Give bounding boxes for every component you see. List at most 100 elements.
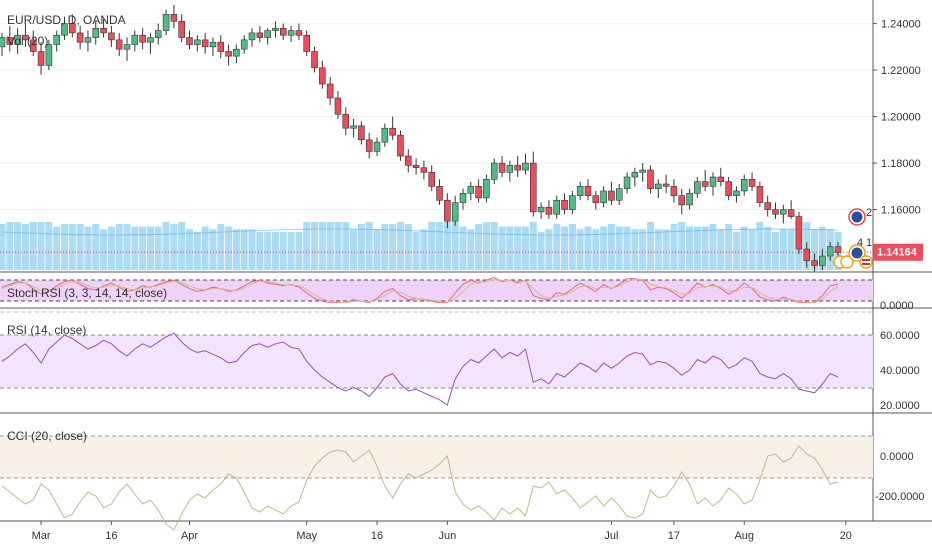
volume-bar xyxy=(818,226,826,270)
volume-bar xyxy=(537,231,545,270)
candle-body xyxy=(201,39,209,48)
candle-down xyxy=(217,35,225,59)
candle-up xyxy=(537,202,545,219)
candle-down xyxy=(29,30,37,57)
candle-body xyxy=(154,30,162,38)
volume-bar xyxy=(178,222,186,270)
candle-body xyxy=(264,30,271,38)
candle-body xyxy=(194,39,201,45)
candle-body xyxy=(592,195,600,203)
volume-bar xyxy=(68,224,76,270)
time-tick-label: Aug xyxy=(734,530,754,542)
candle-down xyxy=(280,23,287,40)
event-marker[interactable]: 4 1 xyxy=(833,237,873,269)
candle-up xyxy=(0,32,6,57)
stoch-rsi-title: Stoch RSI (3, 3, 14, 14, close) xyxy=(7,286,167,300)
candle-down xyxy=(186,30,193,50)
candle-body xyxy=(756,186,764,203)
volume-bar xyxy=(146,226,154,270)
volume-bar xyxy=(29,222,37,270)
price-tick-label: 1.18000 xyxy=(881,158,921,170)
candle-body xyxy=(826,246,834,257)
candle-body xyxy=(639,169,646,173)
volume-bar xyxy=(162,222,170,270)
candle-down xyxy=(608,181,615,205)
volume-bar xyxy=(568,224,576,270)
candle-down xyxy=(178,14,185,43)
flag-us-icon[interactable] xyxy=(859,255,873,269)
event-marker[interactable]: 2 xyxy=(848,207,872,226)
volume-bar xyxy=(482,222,490,270)
candle-up xyxy=(569,190,576,215)
candle-up xyxy=(623,172,631,194)
volume-bar xyxy=(584,226,592,270)
stoch-rsi-pane[interactable] xyxy=(0,276,873,304)
cci-pane[interactable] xyxy=(0,435,873,531)
volume-label: Vol (20) xyxy=(7,34,48,48)
candle-body xyxy=(397,134,404,157)
volume-bar xyxy=(123,224,131,270)
candle-body xyxy=(444,199,451,222)
candle-up xyxy=(490,158,498,184)
candle-down xyxy=(764,195,771,217)
candle-up xyxy=(826,242,834,261)
candle-down xyxy=(530,151,537,217)
volume-bar xyxy=(357,224,365,270)
candle-down xyxy=(725,177,732,201)
candle-down xyxy=(772,202,779,219)
candle-down xyxy=(647,165,654,194)
time-tick-label: 16 xyxy=(371,530,383,542)
volume-bar xyxy=(662,229,670,270)
candle-body xyxy=(459,192,467,203)
candle-body xyxy=(186,37,193,45)
candle-down xyxy=(37,42,45,75)
time-tick-label: Mar xyxy=(32,530,51,542)
volume-bar xyxy=(100,229,108,270)
candle-body xyxy=(61,23,68,36)
candle-down xyxy=(389,116,396,140)
candle-body xyxy=(412,165,420,169)
candle-body xyxy=(92,27,100,38)
candle-up xyxy=(373,137,381,157)
candle-up xyxy=(61,16,68,40)
candle-down xyxy=(592,190,600,210)
candle-down xyxy=(545,200,553,219)
volume-bar xyxy=(561,226,569,270)
candle-body xyxy=(537,206,545,213)
candle-body xyxy=(256,32,264,38)
candle-body xyxy=(701,181,709,187)
cci-line xyxy=(1,445,839,531)
candle-body xyxy=(772,209,779,215)
event-count: 4 xyxy=(857,237,863,249)
volume-bar xyxy=(615,226,623,270)
candle-down xyxy=(670,179,678,203)
candle-body xyxy=(647,169,654,189)
volume-bar xyxy=(771,231,780,270)
candle-body xyxy=(358,125,365,141)
candle-body xyxy=(694,181,701,194)
volume-bar xyxy=(678,222,686,270)
chart-title: EUR/USD, D, OANDA xyxy=(7,13,126,27)
candle-body xyxy=(342,113,350,129)
candle-down xyxy=(412,158,420,175)
candle-body xyxy=(436,186,443,201)
candle-down xyxy=(397,130,404,161)
candle-up xyxy=(14,28,21,54)
candle-up xyxy=(467,181,475,201)
volume-bar xyxy=(279,231,287,270)
volume-bar xyxy=(764,226,772,270)
candle-up xyxy=(615,183,623,205)
candle-body xyxy=(209,41,217,48)
volume-bar xyxy=(193,231,201,270)
rsi-pane[interactable] xyxy=(0,311,873,406)
candle-down xyxy=(803,242,811,268)
event-markers[interactable]: 2 4 1 xyxy=(833,207,873,269)
candle-body xyxy=(334,97,342,115)
volume-ma-line xyxy=(1,228,839,236)
volume-bar xyxy=(646,222,655,270)
price-pane[interactable]: 1.24000 1.22000 1.20000 1.18000 1.16000 xyxy=(0,5,921,273)
volume-bar xyxy=(217,224,225,270)
volume-bar xyxy=(303,222,311,270)
candle-body xyxy=(108,32,115,41)
